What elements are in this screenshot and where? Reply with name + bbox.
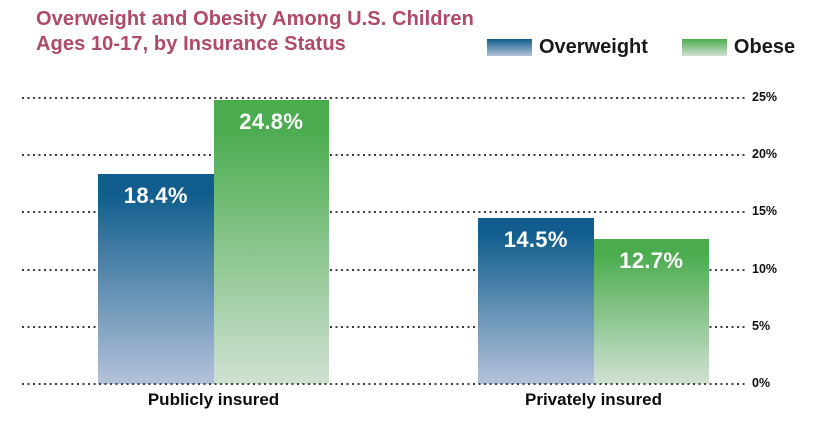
bar-value-label-overweight-privately-insured: 14.5% xyxy=(503,227,568,253)
chart-title: Overweight and Obesity Among U.S. Childr… xyxy=(36,7,506,57)
bar-value-label-overweight-publicly-insured: 18.4% xyxy=(123,182,188,208)
legend-item-overweight: Overweight xyxy=(487,36,648,59)
legend-label-overweight: Overweight xyxy=(539,36,648,58)
y-tick-label-25%: 25% xyxy=(752,90,778,104)
chart-title-line2: Ages 10-17, by Insurance Status xyxy=(36,33,346,55)
bar-value-label-obese-publicly-insured: 24.8% xyxy=(239,109,304,135)
y-tick-label-10%: 10% xyxy=(752,261,778,276)
category-label-publicly-insured: Publicly insured xyxy=(147,390,280,409)
gridline-5% xyxy=(22,325,745,328)
gridline-0% xyxy=(22,383,745,385)
bar-obese-publicly-insured: 24.8% xyxy=(213,100,329,384)
legend-item-obese: Obese xyxy=(681,36,796,59)
y-tick-label-5%: 5% xyxy=(752,318,771,333)
gridline-10% xyxy=(22,268,745,271)
y-tick-label-0%: 0% xyxy=(752,376,771,390)
legend: Overweight Obese xyxy=(487,36,795,59)
plot-area: 18.4% 24.8% Publicly insured 14.5% 12.7% Priv… xyxy=(22,97,745,409)
gridline-15% xyxy=(22,211,745,214)
bar-overweight-privately-insured: 14.5% xyxy=(478,218,594,384)
y-tick-label-15%: 15% xyxy=(752,204,778,219)
bar-obese-privately-insured: 12.7% xyxy=(593,238,709,384)
legend-swatch-obese-icon xyxy=(681,39,727,56)
category-label-privately-insured: Privately insured xyxy=(524,390,662,409)
legend-label-obese: Obese xyxy=(733,36,796,58)
bar-value-label-obese-privately-insured: 12.7% xyxy=(619,247,684,273)
legend-swatch-overweight-icon xyxy=(487,39,532,56)
gridline-25% xyxy=(22,97,745,99)
chart-title-line1: Overweight and Obesity Among U.S. Childr… xyxy=(36,8,474,30)
y-tick-label-20%: 20% xyxy=(752,147,778,162)
y-axis: 0% 5% 10% 15% 20% 25% xyxy=(752,0,812,424)
bar-overweight-publicly-insured: 18.4% xyxy=(98,173,214,384)
gridline-20% xyxy=(22,154,745,157)
